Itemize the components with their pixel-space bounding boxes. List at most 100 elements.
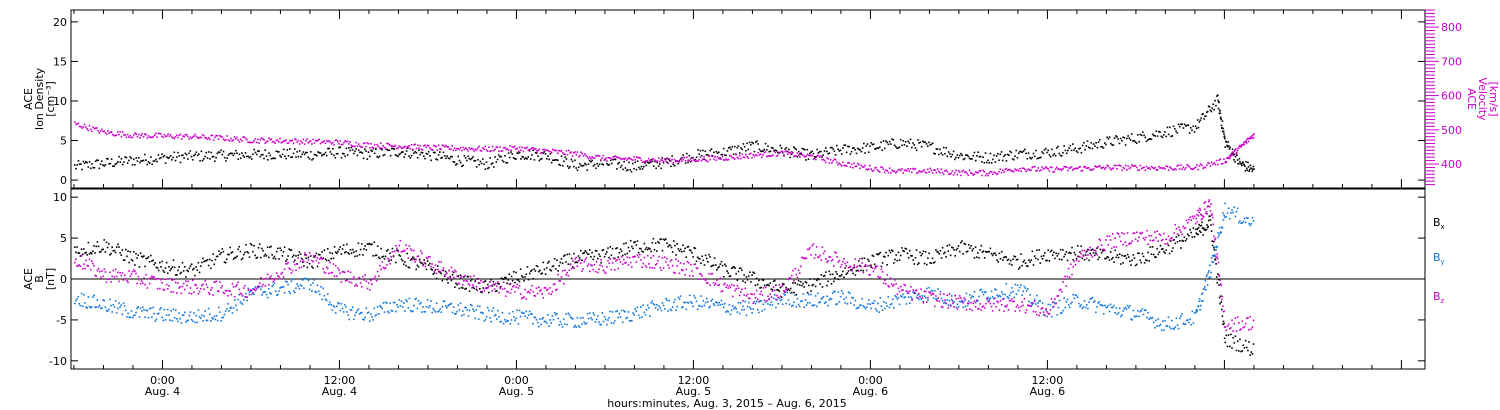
by-point [1026,288,1029,290]
by-point [1019,286,1021,289]
density-point [112,165,114,167]
bz-point [210,289,212,291]
by-point [1011,287,1013,289]
density-point [983,161,986,164]
bx-point [341,248,344,250]
bz-point [198,290,201,293]
by-point [607,319,609,321]
velocity-point [962,169,965,172]
by-point [212,317,214,320]
velocity-point [757,151,759,154]
by-point [638,316,641,319]
bz-point [397,250,399,253]
density-point [784,148,786,151]
density-point [450,155,452,158]
by-point [1235,210,1238,213]
by-point [1096,306,1098,308]
bz-point [96,269,99,272]
bx-point [852,272,854,275]
bx-point [737,270,740,273]
bx-point [1248,341,1250,343]
velocity-point [812,158,815,160]
bx-point [586,253,589,255]
density-point [781,151,784,154]
by-point [415,297,418,300]
velocity-point [1145,165,1148,168]
velocity-point [247,141,249,143]
bx-point [815,279,818,282]
density-point [505,161,507,164]
density-point [811,150,814,153]
by-point [530,313,532,315]
bx-point [429,262,431,265]
by-point [1212,261,1215,263]
velocity-point [1126,169,1128,171]
velocity-point [977,171,979,174]
by-point [914,292,917,295]
velocity-point [804,155,806,158]
velocity-point [1014,168,1016,170]
by-point [974,301,977,304]
velocity-point [325,139,328,142]
density-point [1228,148,1231,150]
density-point [420,151,423,154]
velocity-point [756,154,758,157]
by-point [1009,292,1012,294]
density-point [1116,136,1118,138]
density-point [951,153,954,156]
bx-point [144,265,146,268]
bx-point [736,279,739,282]
bx-point [1053,251,1055,254]
by-point [1132,309,1135,312]
by-point [717,304,719,307]
by-point [414,298,416,301]
bx-point [596,257,599,260]
velocity-point [1006,169,1009,172]
density-point [531,154,533,156]
bx-point [606,251,608,253]
bx-point [92,250,94,253]
density-point [312,157,314,160]
by-point [956,303,959,306]
by-point [160,307,162,309]
velocity-point [822,158,825,161]
by-point [264,290,267,293]
bz-point [659,266,661,269]
bx-point [827,280,829,283]
velocity-point [1170,167,1172,170]
density-point [1030,157,1032,160]
by-point [743,308,745,311]
by-point [296,283,298,285]
velocity-point [1150,165,1153,168]
bx-point [373,241,376,244]
velocity-point [587,157,590,160]
density-point [883,147,886,150]
density-point [1224,146,1227,148]
density-point [1247,161,1249,164]
density-point [1180,123,1182,126]
by-point [676,305,679,308]
by-point [117,307,119,310]
density-point [400,151,403,153]
by-point [476,305,479,307]
density-point [893,144,896,147]
bx-point [678,250,681,252]
density-point [1079,147,1081,150]
velocity-point [914,167,917,170]
by-point [786,291,789,294]
velocity-point [1247,140,1250,143]
velocity-point [887,171,890,174]
velocity-point [482,147,484,149]
bx-point [1216,281,1219,284]
velocity-axis-tick-label-3: 700 [1441,55,1462,68]
velocity-point [612,156,614,158]
density-point [644,162,646,164]
bx-point [928,252,930,255]
bottom-left-ylabel-line3: [nT] [44,268,57,290]
by-point [362,318,364,320]
density-point [473,160,476,162]
velocity-point [534,147,537,150]
by-point [128,316,131,319]
bx-point [894,258,896,261]
bx-point [228,253,230,256]
